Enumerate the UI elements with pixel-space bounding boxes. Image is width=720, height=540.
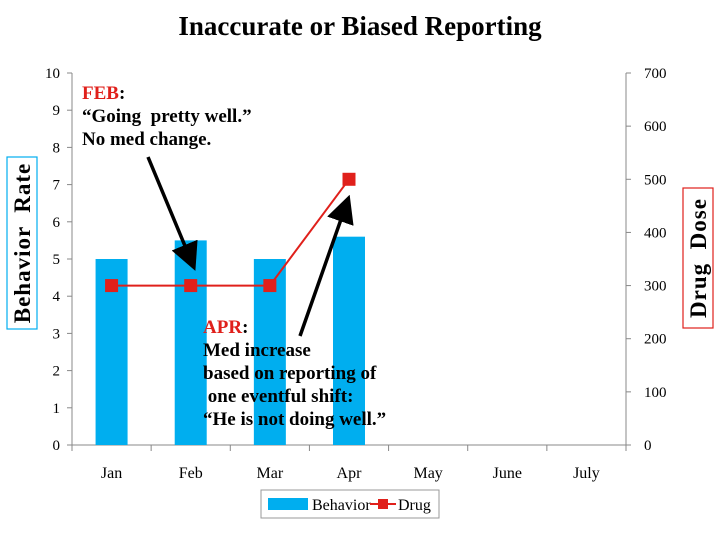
left-axis-label: Behavior Rate — [10, 163, 35, 324]
feb-annotation-line-2: No med change. — [82, 129, 211, 150]
right-tick-label: 600 — [644, 119, 667, 135]
feb-annotation-line-1: “Going pretty well.” — [82, 106, 252, 127]
apr-annotation: APR: Med increase based on reporting of … — [203, 194, 386, 430]
drug-point — [184, 279, 198, 293]
right-tick-label: 300 — [644, 279, 667, 295]
drug-point — [263, 279, 277, 293]
right-tick-label: 400 — [644, 225, 667, 241]
left-tick-label: 9 — [53, 103, 61, 119]
legend: Behavior Drug — [260, 489, 440, 519]
drug-point — [342, 172, 356, 186]
x-tick-label: May — [413, 465, 442, 482]
left-tick-label: 10 — [45, 66, 60, 82]
left-tick-label: 6 — [53, 215, 61, 231]
x-tick-label: Apr — [337, 465, 363, 482]
left-tick-label: 7 — [53, 178, 61, 194]
behavior-bar — [333, 236, 365, 445]
right-tick-label: 200 — [644, 332, 667, 348]
feb-annotation-colon: : — [119, 83, 125, 104]
left-tick-label: 4 — [53, 289, 61, 305]
legend-label-behavior: Behavior — [312, 497, 371, 514]
apr-arrow — [298, 194, 354, 337]
feb-annotation: FEB: “Going pretty well.” No med change. — [82, 83, 252, 271]
apr-annotation-line-1: Med increase — [203, 340, 311, 361]
left-tick-label: 0 — [53, 438, 61, 454]
behavior-bar — [174, 240, 207, 445]
feb-annotation-prefix: FEB — [82, 83, 119, 104]
right-axis-label: Drug Dose — [686, 198, 711, 318]
x-tick-label: July — [573, 465, 600, 482]
right-axis-label-box — [682, 187, 714, 329]
left-axis-label-box — [6, 156, 38, 330]
x-tick-label: Jan — [101, 465, 122, 482]
left-tick-label: 5 — [53, 252, 61, 268]
right-tick-label: 100 — [644, 385, 667, 401]
apr-annotation-colon: : — [242, 317, 248, 338]
right-tick-label: 500 — [644, 172, 667, 188]
legend-label-drug: Drug — [398, 497, 431, 514]
apr-annotation-line-3: one eventful shift: — [203, 386, 353, 407]
svg-text:APR:: APR: — [203, 317, 248, 338]
right-tick-label: 0 — [644, 438, 652, 454]
chart-title: Inaccurate or Biased Reporting — [178, 11, 542, 41]
left-tick-label: 8 — [53, 140, 61, 156]
left-tick-label: 1 — [53, 401, 61, 417]
x-tick-label: Feb — [179, 465, 203, 482]
apr-annotation-line-2: based on reporting of — [203, 363, 377, 384]
svg-text:FEB:: FEB: — [82, 83, 125, 104]
drug-line — [105, 172, 356, 293]
apr-annotation-prefix: APR — [203, 317, 242, 338]
left-tick-label: 3 — [53, 326, 61, 342]
legend-swatch-behavior — [268, 498, 308, 510]
legend-marker-drug — [378, 499, 388, 509]
behavior-bars — [95, 236, 365, 445]
apr-annotation-line-4: “He is not doing well.” — [203, 409, 386, 430]
drug-point — [105, 279, 119, 293]
x-tick-label: June — [493, 465, 522, 482]
drug-line-path — [111, 178, 350, 287]
left-tick-label: 2 — [53, 364, 61, 380]
feb-arrow — [146, 156, 198, 271]
category-labels: Jan Feb Mar Apr May June July — [101, 465, 600, 482]
right-tick-label: 700 — [644, 66, 667, 82]
x-tick-label: Mar — [257, 465, 284, 482]
